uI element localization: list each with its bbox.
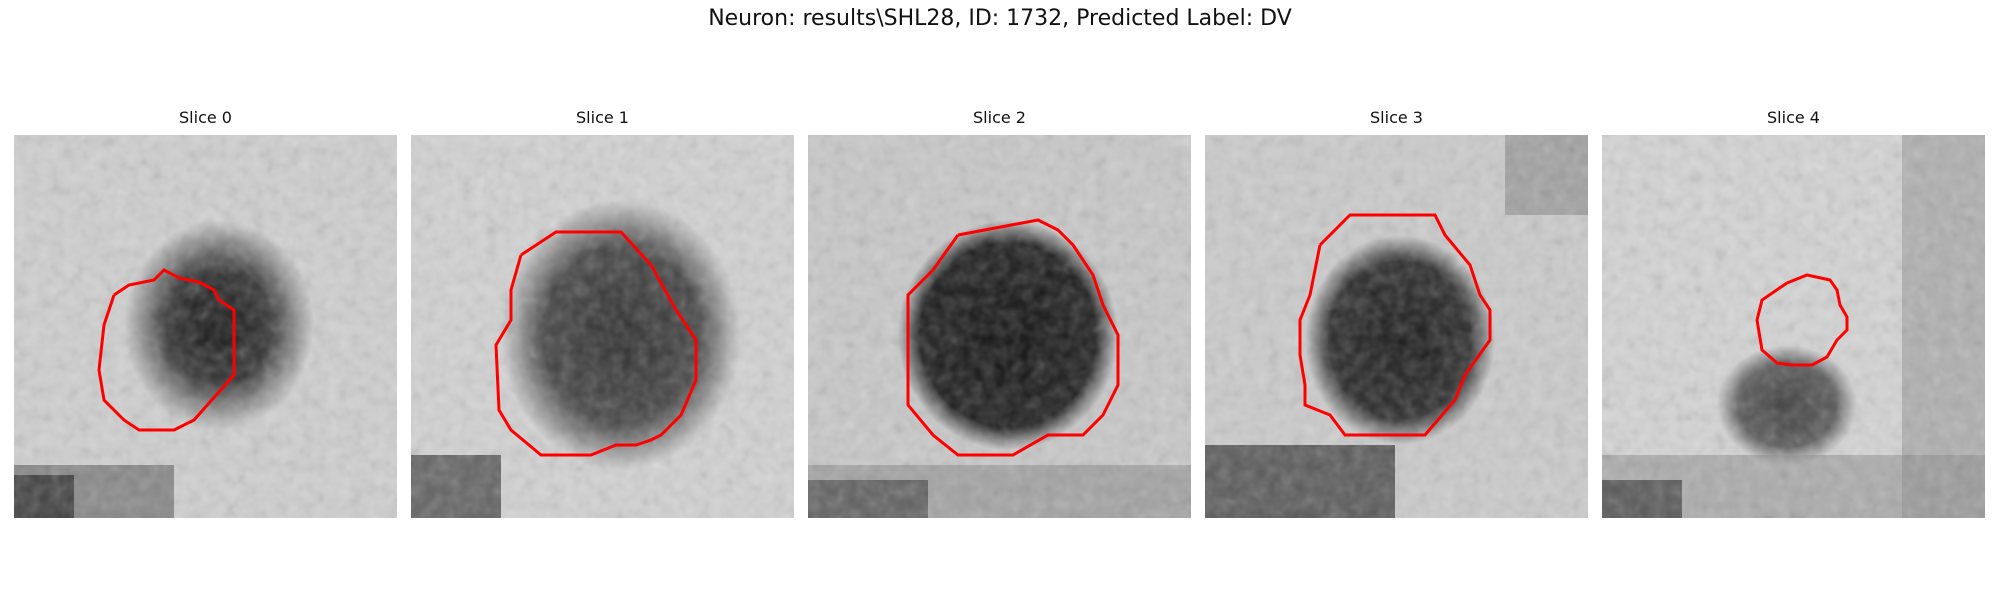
slice-panel-4: Slice 4 <box>1602 0 1985 520</box>
contour <box>1298 213 1492 437</box>
contour <box>1755 273 1849 367</box>
figure-title: Neuron: results\SHL28, ID: 1732, Predict… <box>708 6 1292 31</box>
contour <box>494 230 698 457</box>
slice-title: Slice 3 <box>1370 108 1423 127</box>
slice-title: Slice 2 <box>973 108 1026 127</box>
contour <box>906 218 1120 457</box>
slice-panel-1: Slice 1 <box>411 0 794 520</box>
slice-image-svg <box>14 135 397 518</box>
slice-image-svg <box>1205 135 1588 518</box>
contour <box>97 268 236 432</box>
slice-title: Slice 1 <box>576 108 629 127</box>
slice-image <box>808 135 1191 518</box>
slice-image-svg <box>411 135 794 518</box>
slice-image <box>14 135 397 518</box>
slice-panel-3: Slice 3 <box>1205 0 1588 520</box>
slice-panel-0: Slice 0 <box>14 0 397 520</box>
slice-image <box>1205 135 1588 518</box>
slice-image-svg <box>1602 135 1985 518</box>
slice-image-svg <box>808 135 1191 518</box>
slice-title: Slice 0 <box>179 108 232 127</box>
slice-image <box>411 135 794 518</box>
slice-title: Slice 4 <box>1767 108 1820 127</box>
slice-panel-2: Slice 2 <box>808 0 1191 520</box>
slice-image <box>1602 135 1985 518</box>
